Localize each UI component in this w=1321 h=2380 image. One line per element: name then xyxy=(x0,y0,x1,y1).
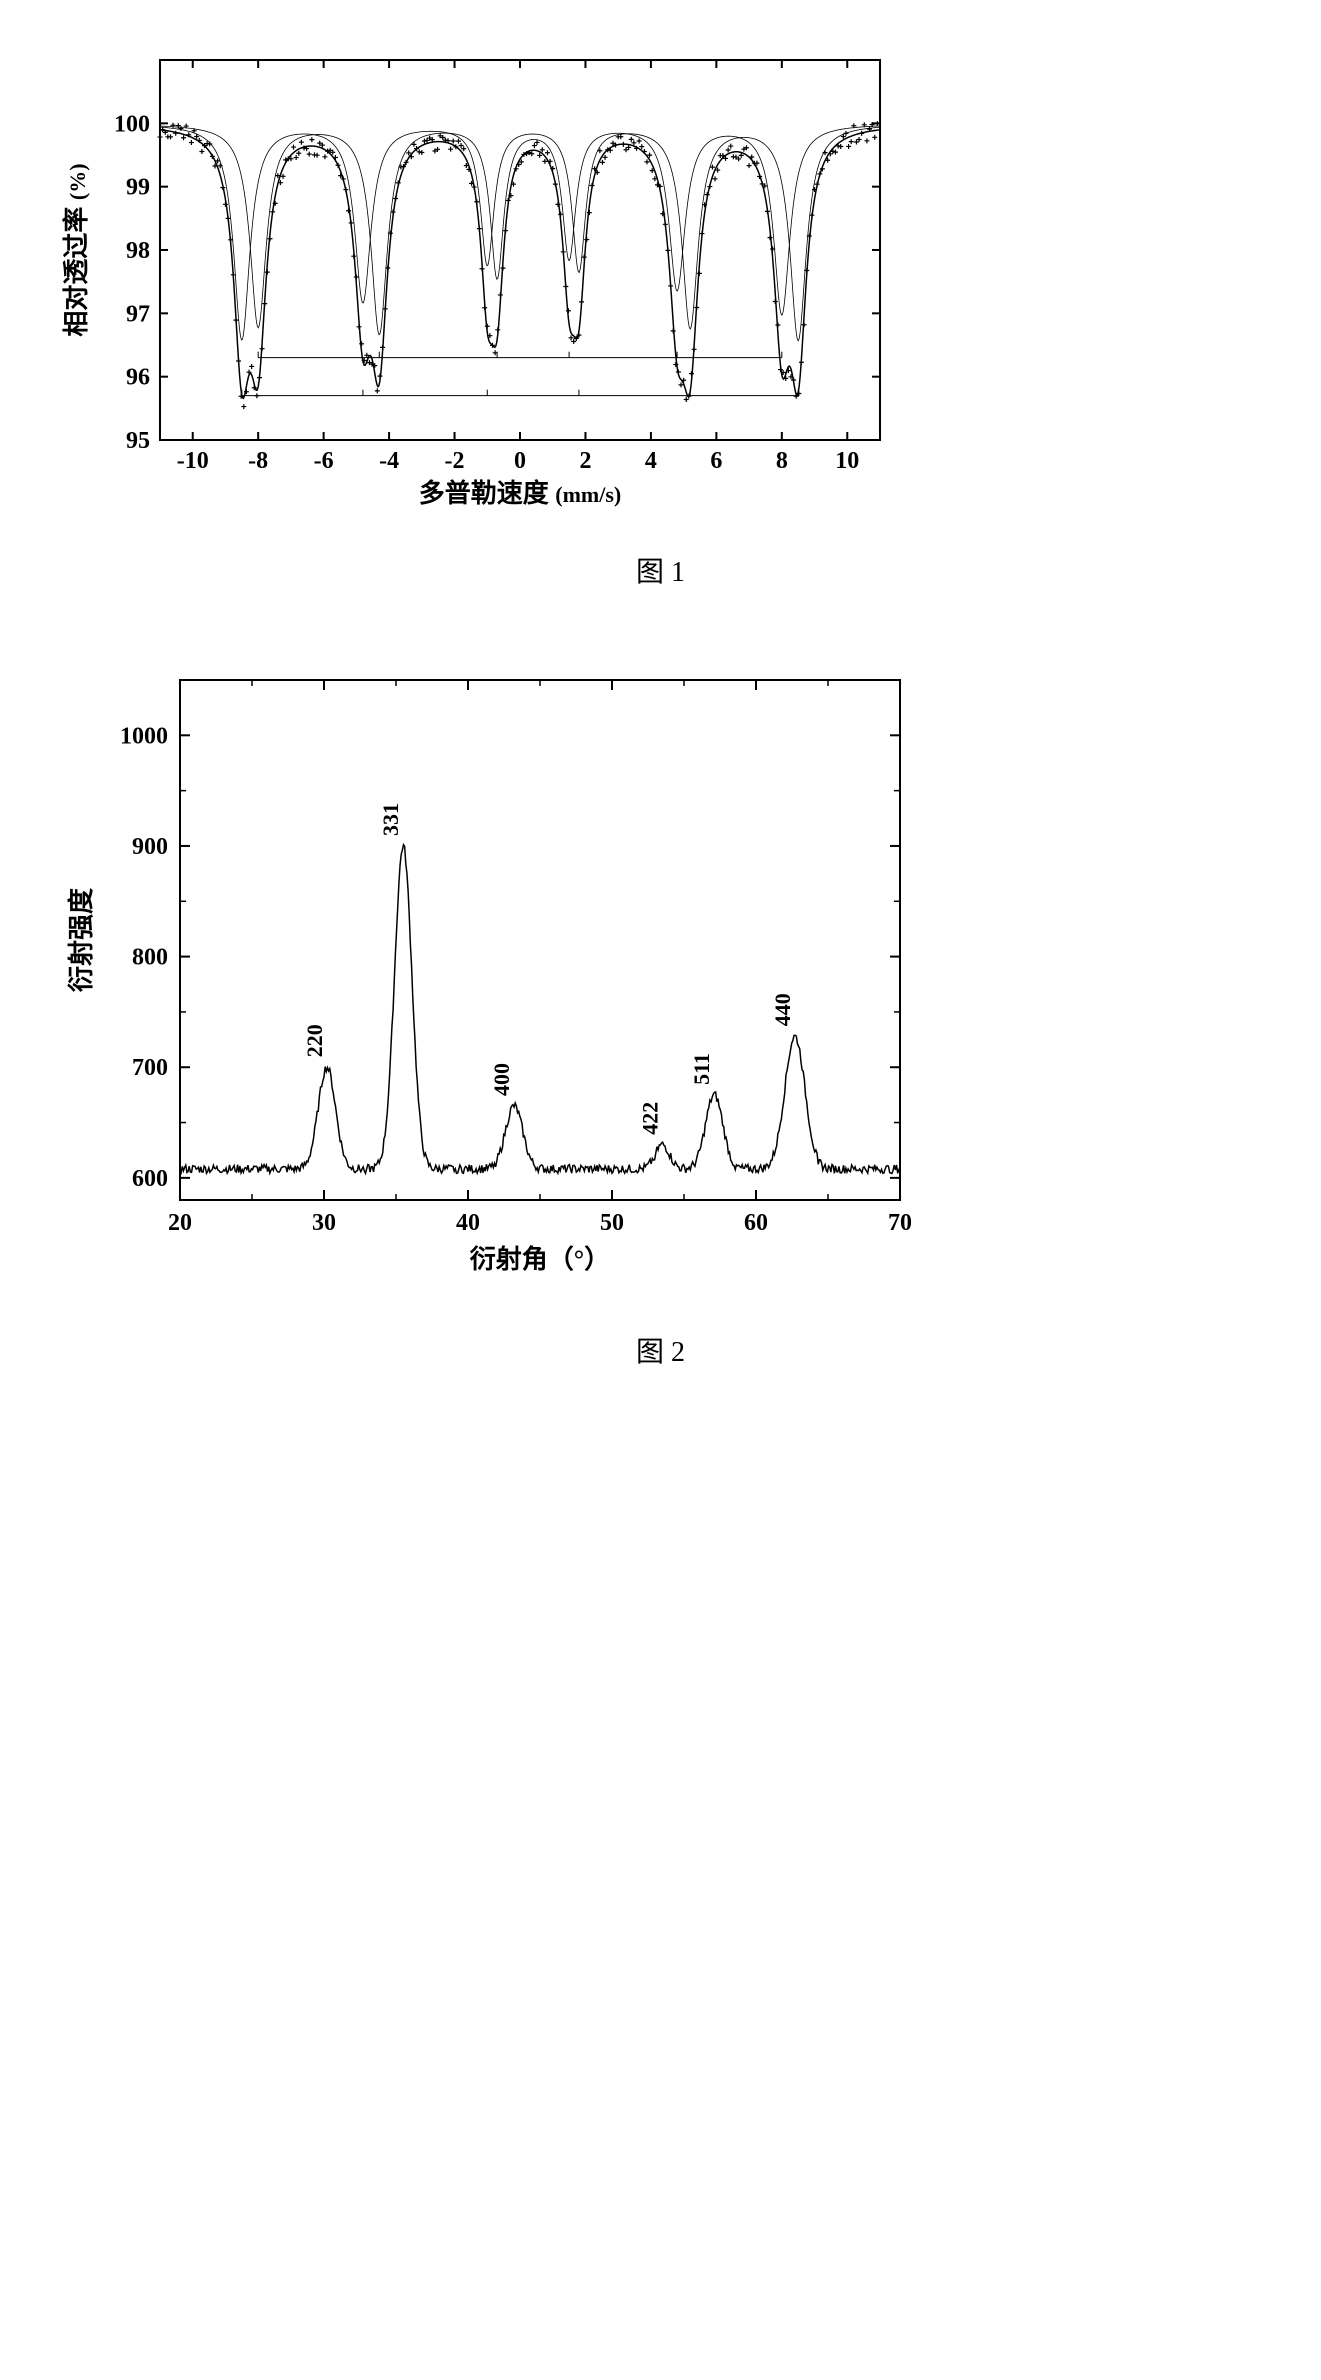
x-tick-label: 8 xyxy=(776,448,788,474)
y-tick-label: 700 xyxy=(132,1055,168,1081)
x-tick-label: -4 xyxy=(379,448,399,474)
x-tick-label: 30 xyxy=(312,1210,336,1236)
x-tick-label: 40 xyxy=(456,1210,480,1236)
x-tick-label: -6 xyxy=(314,448,334,474)
y-tick-label: 600 xyxy=(132,1166,168,1192)
x-tick-label: 50 xyxy=(600,1210,624,1236)
figure-2-caption: 图 2 xyxy=(40,1330,1281,1370)
x-tick-label: 20 xyxy=(168,1210,192,1236)
y-tick-label: 900 xyxy=(132,834,168,860)
x-axis-label: 多普勒速度 (mm/s) xyxy=(419,478,622,508)
y-tick-label: 100 xyxy=(114,111,150,137)
x-tick-label: -10 xyxy=(177,448,209,474)
y-tick-label: 96 xyxy=(126,365,150,391)
y-tick-label: 95 xyxy=(126,428,150,454)
x-tick-label: 60 xyxy=(744,1210,768,1236)
x-tick-label: 70 xyxy=(888,1210,912,1236)
mossbauer-spectrum-chart: -10 -8 -6 -4 -2 0 2 4 6 8 10 95 96 97 98 99 100 相对透过率 (%)… xyxy=(40,40,910,520)
x-tick-label: 10 xyxy=(835,448,859,474)
peak-label: 331 xyxy=(378,803,403,836)
figure-1-caption: 图 1 xyxy=(40,550,1281,590)
x-tick-label: 2 xyxy=(579,448,591,474)
y-axis-label: 衍射强度 xyxy=(66,888,96,992)
y-tick-label: 99 xyxy=(126,175,150,201)
peak-label: 400 xyxy=(489,1063,514,1096)
x-axis-label: 衍射角（°） xyxy=(470,1244,610,1274)
y-tick-label: 97 xyxy=(126,301,150,327)
peak-label: 440 xyxy=(770,993,795,1026)
x-tick-label: 4 xyxy=(645,448,657,474)
peak-label: 422 xyxy=(637,1102,662,1135)
figure-1-container: -10 -8 -6 -4 -2 0 2 4 6 8 10 95 96 97 98 99 100 相对透过率 (%)… xyxy=(40,40,1281,590)
x-tick-label: -2 xyxy=(445,448,465,474)
x-tick-label: 0 xyxy=(514,448,526,474)
y-tick-label: 98 xyxy=(126,238,150,264)
peak-label: 511 xyxy=(689,1053,714,1085)
y-tick-label: 1000 xyxy=(120,723,168,749)
x-tick-label: 6 xyxy=(710,448,722,474)
figure-1-chart: -10 -8 -6 -4 -2 0 2 4 6 8 10 95 96 97 98 99 100 相对透过率 (%)… xyxy=(40,40,1281,520)
y-axis-label: 相对透过率 (%) xyxy=(61,163,91,336)
figure-2-chart: 20 30 40 50 60 70 600 700 800 900 1000 衍射强度衍射角（°） 22… xyxy=(40,650,1281,1300)
y-tick-label: 800 xyxy=(132,945,168,971)
figure-2-container: 20 30 40 50 60 70 600 700 800 900 1000 衍射强度衍射角（°） 22… xyxy=(40,650,1281,1370)
xrd-pattern-chart: 20 30 40 50 60 70 600 700 800 900 1000 衍射强度衍射角（°） 22… xyxy=(40,650,930,1300)
x-tick-label: -8 xyxy=(248,448,268,474)
peak-label: 220 xyxy=(302,1024,327,1057)
